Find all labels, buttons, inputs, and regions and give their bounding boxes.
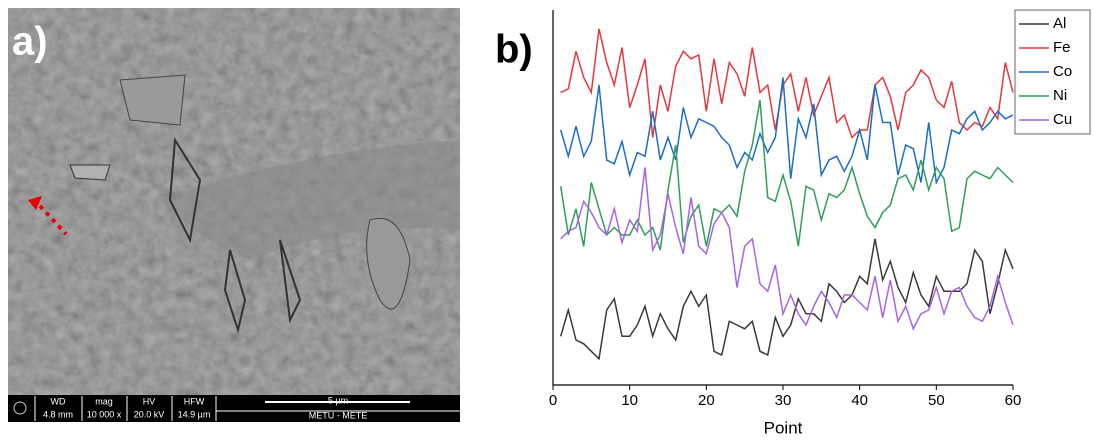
x-tick-label: 10 [621,392,638,409]
legend-label: Fe [1053,39,1071,56]
info-header: HV [143,396,156,406]
series-line [559,238,1014,361]
lab-text: METU - METE [309,410,368,420]
legend-label: Al [1053,15,1066,32]
info-value: 10 000 x [87,409,122,419]
info-header: HFW [184,396,205,406]
x-tick-label: 40 [851,392,868,409]
info-value: 14.9 µm [178,409,211,419]
legend-box [1014,9,1091,135]
sem-phase [119,74,186,126]
chart: b) 0 10 20 30 40 50 60 Point Al Fe Co Ni Cu [495,9,1091,437]
arrow-head [28,196,42,210]
scale-text: 5 µm [328,395,348,405]
x-tick-label: 60 [1005,392,1022,409]
sem-phase [69,164,111,181]
x-axis-label: Point [764,418,803,437]
info-columns [34,396,460,421]
series-line [560,28,1014,139]
info-header: mag [95,396,113,406]
sem-phase [366,218,411,310]
x-tick-label: 0 [549,392,557,409]
info-value: 20.0 kV [134,409,165,419]
info-icon [13,401,27,415]
info-bar [8,395,460,422]
series-line [560,167,1014,331]
arrow-dots [38,204,68,236]
legend-label: Cu [1053,111,1072,128]
info-value: 4.8 mm [43,409,73,419]
series-line [559,99,1014,251]
x-tick-label: 20 [698,392,715,409]
sem-phase [160,140,460,260]
panel-label: a) [12,20,48,64]
sem-image: a) 5 µm METU - METE [8,8,460,422]
legend-label: Ni [1053,87,1067,104]
x-tick-label: 30 [775,392,792,409]
panel-label: b) [495,28,533,72]
legend-label: Co [1053,63,1072,80]
info-header: WD [51,396,66,406]
x-tick-label: 50 [928,392,945,409]
series-line [559,77,1014,185]
sem-boundary [168,136,302,334]
